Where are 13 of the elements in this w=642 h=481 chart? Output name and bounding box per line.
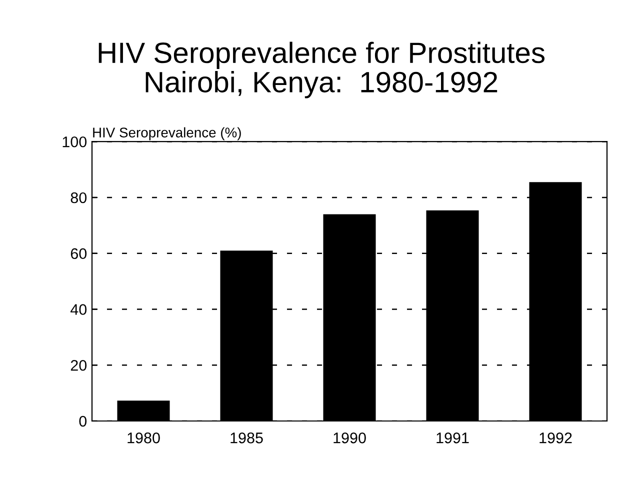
y-tick-label: 20 <box>70 360 87 371</box>
y-tick-label: 0 <box>79 416 87 427</box>
x-tick-label: 1980 <box>128 432 160 444</box>
y-axis-title: HIV Seroprevalence (%) <box>93 127 241 140</box>
y-tick-label: 60 <box>70 248 87 260</box>
y-tick-label: 80 <box>70 192 87 204</box>
x-tick-label: 1990 <box>334 432 366 444</box>
y-tick-label: 100 <box>62 136 87 148</box>
x-tick-label: 1985 <box>230 432 263 444</box>
x-tick-label: 1992 <box>540 432 572 444</box>
x-tick-label: 1991 <box>436 432 469 444</box>
chart-title: HIV Seroprevalence for Prostitutes Nairobi, Kenya: 1980-1992 <box>98 42 544 98</box>
y-tick-label: 40 <box>70 304 87 315</box>
